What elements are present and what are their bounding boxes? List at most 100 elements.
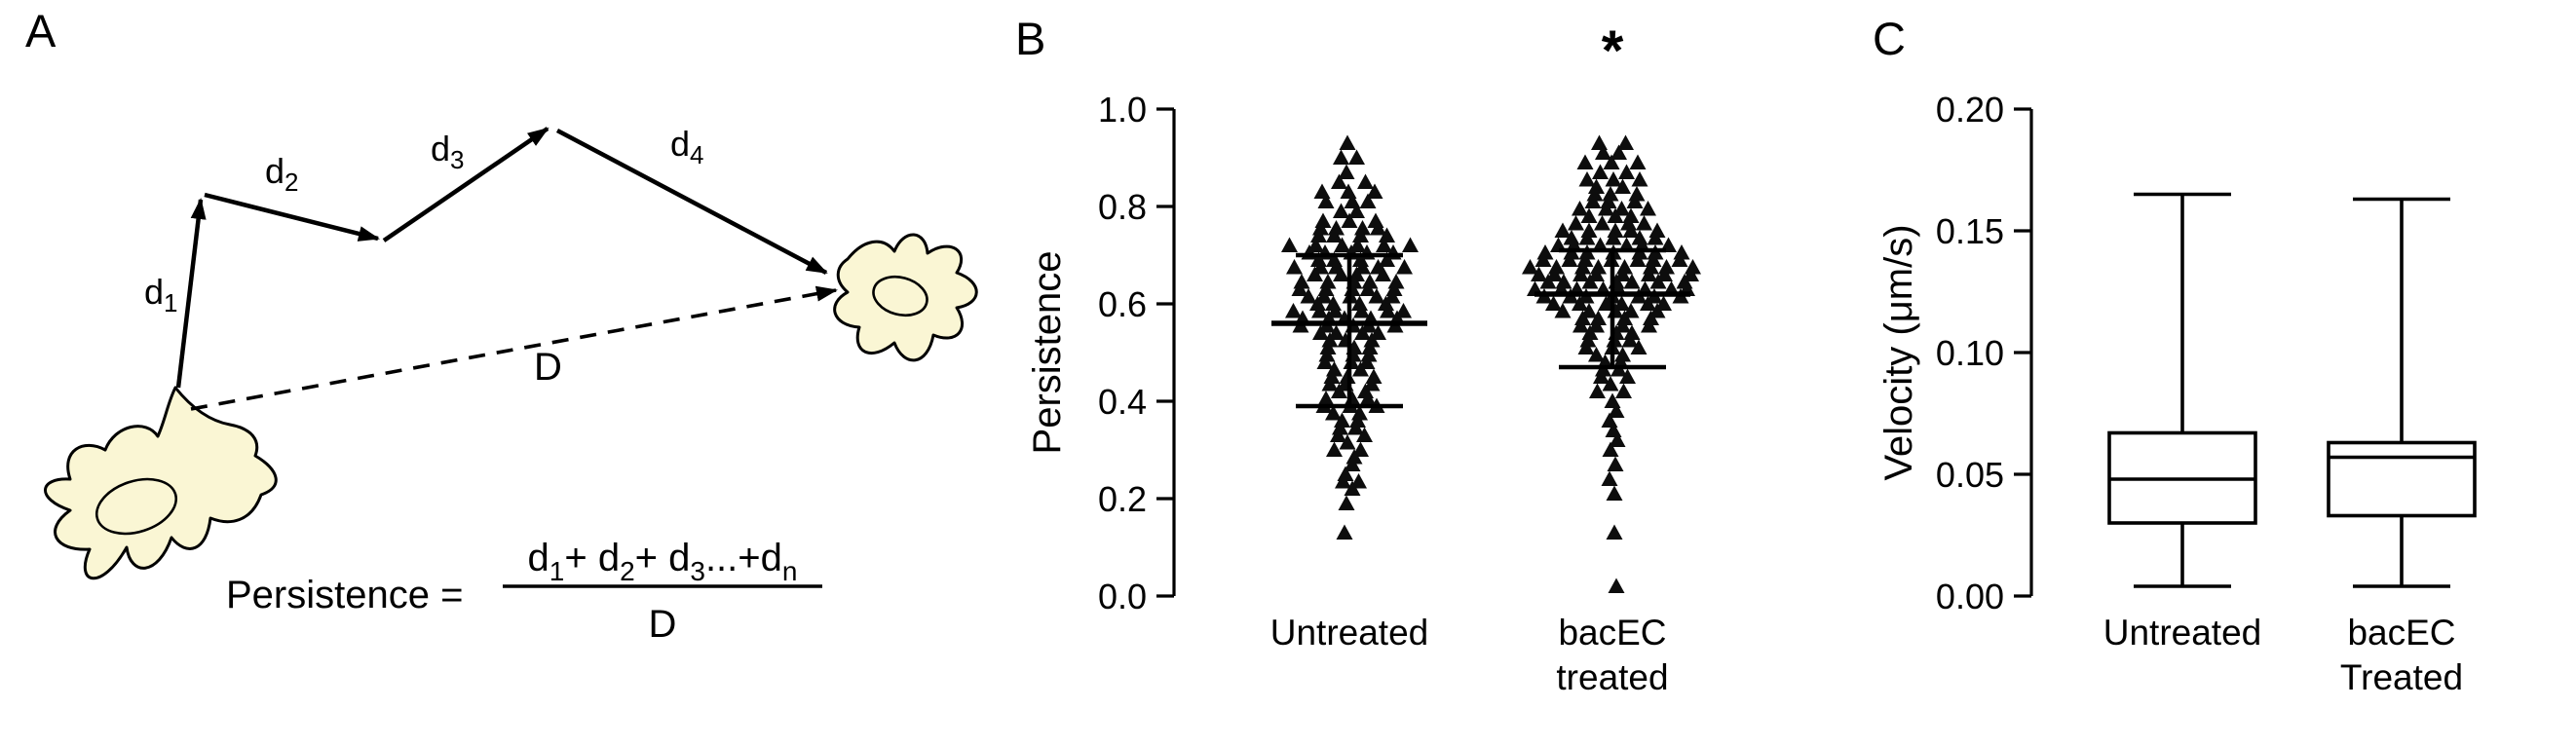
y-axis-title: Persistence — [1026, 251, 1069, 455]
scatter-point — [1338, 495, 1355, 510]
scatter-point — [1522, 259, 1538, 275]
scatter-point — [1352, 361, 1369, 377]
panel-c-label: C — [1873, 13, 1906, 64]
scatter-point — [1592, 164, 1609, 179]
scatter-point — [1605, 230, 1622, 245]
scatter-point — [1331, 173, 1347, 189]
scatter-point — [1307, 266, 1323, 281]
scatter-point — [1380, 303, 1396, 318]
path-arrow-d4 — [555, 129, 828, 275]
scatter-point — [1598, 201, 1614, 216]
y-tick-label: 0.2 — [1098, 479, 1147, 519]
cell-start-body — [44, 386, 278, 580]
scatter-point — [1640, 295, 1656, 311]
scatter-point — [1531, 266, 1547, 281]
y-tick-label: 0.20 — [1936, 90, 2004, 130]
x-category-label: Untreated — [2103, 613, 2262, 653]
scatter-point — [1618, 164, 1635, 179]
x-category-label: treated — [1556, 657, 1668, 697]
scatter-point — [1368, 288, 1385, 304]
cell-end-body — [833, 233, 978, 362]
scatter-point — [1319, 339, 1337, 354]
scatter-point — [1631, 171, 1648, 187]
scatter-point — [1344, 456, 1361, 471]
scatter-point — [1629, 251, 1647, 267]
scatter-point — [1578, 230, 1596, 245]
scatter-point — [1608, 578, 1625, 593]
significance-star: * — [1602, 19, 1624, 83]
y-tick-label: 0.6 — [1098, 284, 1147, 324]
scatter-point — [1359, 280, 1377, 296]
panel-a-label: A — [25, 5, 57, 56]
formula-denominator: D — [649, 603, 677, 646]
scatter-point — [1330, 427, 1346, 442]
scatter-point — [1339, 134, 1356, 150]
scatter-point — [1359, 391, 1377, 406]
scatter-point — [1601, 470, 1618, 486]
scatter-point — [1607, 456, 1624, 471]
scatter-point — [1572, 266, 1589, 281]
scatter-point — [1402, 237, 1419, 252]
scatter-point — [1348, 149, 1365, 165]
scatter-point — [1589, 383, 1606, 398]
scatter-point — [1577, 339, 1595, 354]
x-category-label: bacEC — [1558, 613, 1666, 653]
scatter-point — [1376, 237, 1392, 252]
scatter-point — [1354, 324, 1371, 340]
panel-a: A d1 d2 d3 d4 D Persistence = d1+ d2+ d3… — [0, 0, 1004, 746]
y-tick-label: 1.0 — [1098, 90, 1147, 130]
scatter-point — [1545, 295, 1562, 311]
scatter-point — [1629, 154, 1647, 169]
segment-label-d1: d1 — [144, 272, 178, 317]
scatter-point — [1379, 251, 1395, 267]
scatter-point — [1356, 427, 1373, 442]
scatter-point — [1588, 178, 1605, 194]
scatter-point — [1584, 193, 1602, 208]
migration-diagram: d1 d2 d3 d4 D Persistence = d1+ d2+ d3..… — [44, 124, 978, 646]
scatter-point — [1581, 274, 1599, 289]
segment-label-d4: d4 — [670, 124, 704, 169]
scatter-point — [1619, 368, 1636, 384]
scatter-point — [1576, 154, 1594, 169]
scatter-point — [1312, 324, 1329, 340]
scatter-point — [1578, 171, 1596, 187]
y-tick-label: 0.15 — [1936, 211, 2004, 251]
scatter-point — [1602, 376, 1619, 392]
scatter-point — [1325, 405, 1342, 421]
scatter-point — [1605, 171, 1622, 187]
scatter-point — [1580, 207, 1598, 223]
formula-lhs: Persistence = — [226, 574, 463, 616]
scatter-point — [1554, 222, 1572, 238]
scatter-point — [1326, 227, 1343, 242]
scatter-point — [1640, 201, 1656, 216]
scatter-point — [1594, 215, 1610, 231]
scatter-point — [1311, 303, 1328, 318]
scatter-point — [1630, 339, 1648, 354]
scatter-point — [1595, 144, 1611, 160]
y-tick-label: 0.4 — [1098, 382, 1147, 422]
scatter-point — [1572, 317, 1589, 333]
net-displacement-line — [190, 285, 838, 411]
panel-b-label: B — [1015, 13, 1046, 64]
cell-start-nucleus — [95, 477, 178, 536]
scatter-point — [1396, 259, 1413, 275]
y-tick-label: 0.00 — [1936, 577, 2004, 616]
scatter-point — [1321, 376, 1339, 392]
scatter-point — [1615, 383, 1632, 398]
scatter-point — [1610, 144, 1627, 160]
scatter-point — [1606, 524, 1623, 540]
scatter-point — [1647, 230, 1664, 245]
scatter-point — [1370, 220, 1386, 236]
scatter-point — [1649, 274, 1667, 289]
scatter-point — [1375, 266, 1391, 281]
scatter-point — [1359, 193, 1377, 208]
net-displacement-label: D — [534, 346, 562, 389]
scatter-point — [1338, 164, 1355, 179]
scatter-point — [1317, 193, 1335, 208]
scatter-point — [1310, 227, 1327, 242]
path-arrow-d1 — [175, 198, 207, 389]
scatter-point — [1534, 251, 1552, 267]
scatter-point — [1606, 485, 1623, 501]
y-tick-label: 0.10 — [1936, 333, 2004, 373]
segment-label-d3: d3 — [431, 129, 465, 174]
